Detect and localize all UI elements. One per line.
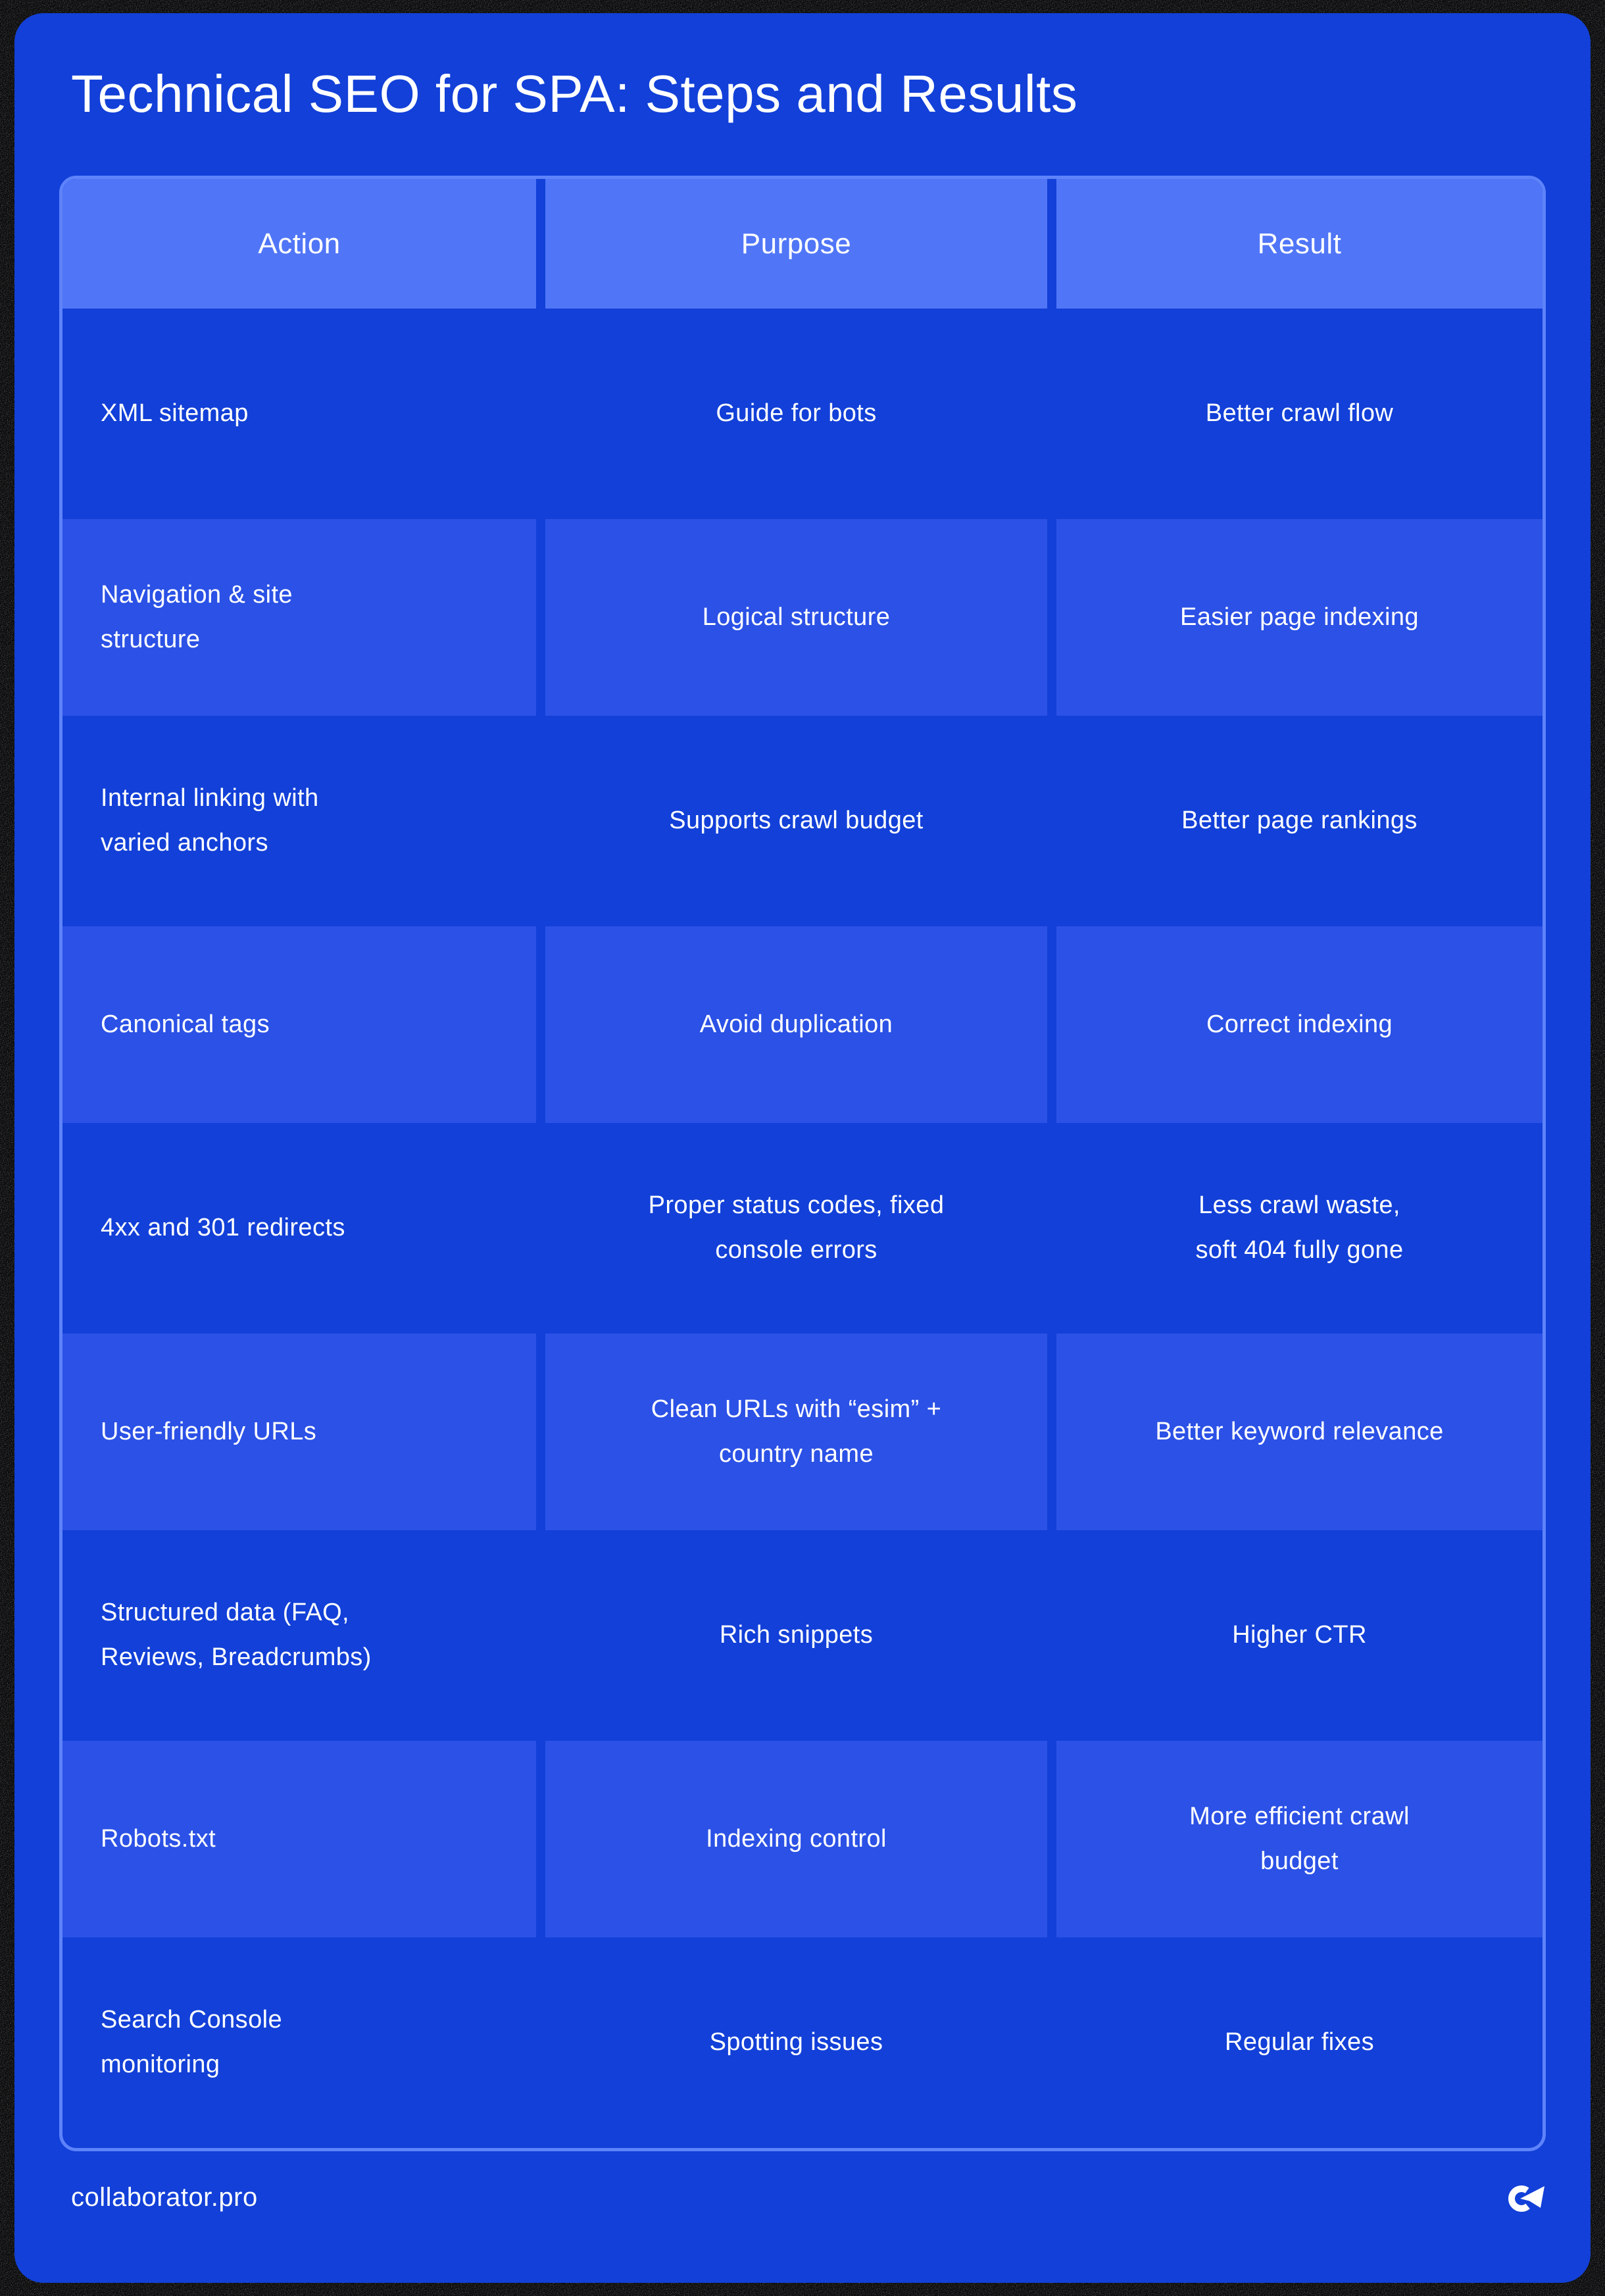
cell-action: XML sitemap [62, 309, 536, 519]
cell-result: Regular fixes [1056, 1937, 1543, 2148]
cell-action: User-friendly URLs [62, 1334, 536, 1530]
cell-text: Rich snippets [719, 1621, 874, 1649]
table-row: Internal linking with varied anchors Sup… [62, 716, 1543, 926]
cell-text: Avoid duplication [699, 1010, 893, 1038]
footer: collaborator.pro [71, 2182, 1546, 2213]
column-header-result: Result [1056, 179, 1543, 309]
cell-text: Clean URLs with “esim” + country name [651, 1395, 942, 1468]
cell-text: Indexing control [706, 1824, 887, 1853]
cell-purpose: Proper status codes, fixed console error… [545, 1123, 1047, 1334]
cell-result: Correct indexing [1056, 926, 1543, 1123]
cell-text: Search Console monitoring [101, 2006, 282, 2078]
table-header-row: Action Purpose Result [62, 179, 1543, 309]
cell-purpose: Guide for bots [545, 309, 1047, 519]
cell-text: Supports crawl budget [669, 807, 924, 835]
table-row: Robots.txt Indexing control More efficie… [62, 1741, 1543, 1937]
table-row: Navigation & site structure Logical stru… [62, 519, 1543, 716]
cell-action: Structured data (FAQ, Reviews, Breadcrum… [62, 1530, 536, 1741]
cell-result: Better crawl flow [1056, 309, 1543, 519]
cell-text: Canonical tags [101, 1010, 270, 1038]
collaborator-logo-icon [1508, 2185, 1544, 2212]
cell-purpose: Rich snippets [545, 1530, 1047, 1741]
table-row: Search Console monitoring Spotting issue… [62, 1937, 1543, 2148]
table-body: XML sitemap Guide for bots Better crawl … [62, 309, 1543, 2148]
cell-text: Better crawl flow [1205, 399, 1394, 428]
cell-purpose: Supports crawl budget [545, 716, 1047, 926]
cell-text: Less crawl waste, soft 404 fully gone [1195, 1191, 1404, 1264]
page-title: Technical SEO for SPA: Steps and Results [71, 64, 1078, 123]
cell-action: Search Console monitoring [62, 1937, 536, 2148]
footer-site-text: collaborator.pro [71, 2182, 258, 2212]
column-header-action: Action [62, 179, 536, 309]
cell-purpose: Avoid duplication [545, 926, 1047, 1123]
cell-text: Robots.txt [101, 1824, 216, 1853]
cell-purpose: Logical structure [545, 519, 1047, 716]
cell-action: 4xx and 301 redirects [62, 1123, 536, 1334]
cell-text: Navigation & site structure [101, 580, 293, 653]
cell-text: Correct indexing [1206, 1010, 1393, 1038]
cell-action: Robots.txt [62, 1741, 536, 1937]
cell-text: Better keyword relevance [1155, 1417, 1444, 1445]
cell-text: Higher CTR [1232, 1621, 1367, 1649]
cell-action: Canonical tags [62, 926, 536, 1123]
column-header-label: Purpose [741, 227, 852, 260]
cell-result: Better page rankings [1056, 716, 1543, 926]
table-row: User-friendly URLs Clean URLs with “esim… [62, 1334, 1543, 1530]
cell-text: Proper status codes, fixed console error… [648, 1191, 945, 1264]
cell-text: Better page rankings [1181, 807, 1418, 835]
table-row: XML sitemap Guide for bots Better crawl … [62, 309, 1543, 519]
infographic-card: Technical SEO for SPA: Steps and Results… [14, 13, 1591, 2283]
cell-purpose: Spotting issues [545, 1937, 1047, 2148]
cell-result: Easier page indexing [1056, 519, 1543, 716]
cell-text: 4xx and 301 redirects [101, 1214, 345, 1242]
cell-text: Guide for bots [716, 399, 877, 428]
cell-action: Internal linking with varied anchors [62, 716, 536, 926]
cell-text: More efficient crawl budget [1189, 1802, 1410, 1875]
cell-text: Easier page indexing [1180, 603, 1419, 631]
cell-purpose: Clean URLs with “esim” + country name [545, 1334, 1047, 1530]
table-row: Structured data (FAQ, Reviews, Breadcrum… [62, 1530, 1543, 1741]
cell-result: More efficient crawl budget [1056, 1741, 1543, 1937]
cell-text: Logical structure [702, 603, 891, 631]
cell-result: Better keyword relevance [1056, 1334, 1543, 1530]
cell-text: Internal linking with varied anchors [101, 784, 319, 857]
table-row: 4xx and 301 redirects Proper status code… [62, 1123, 1543, 1334]
cell-text: User-friendly URLs [101, 1417, 317, 1445]
cell-action: Navigation & site structure [62, 519, 536, 716]
column-header-label: Action [258, 227, 341, 260]
column-header-purpose: Purpose [545, 179, 1047, 309]
cell-purpose: Indexing control [545, 1741, 1047, 1937]
cell-result: Higher CTR [1056, 1530, 1543, 1741]
seo-steps-table: Action Purpose Result XML sitemap Guide … [59, 176, 1546, 2151]
cell-text: Regular fixes [1225, 2028, 1374, 2057]
cell-text: Spotting issues [709, 2028, 883, 2057]
cell-text: Structured data (FAQ, Reviews, Breadcrum… [101, 1599, 372, 1671]
column-header-label: Result [1257, 227, 1342, 260]
cell-result: Less crawl waste, soft 404 fully gone [1056, 1123, 1543, 1334]
cell-text: XML sitemap [101, 399, 249, 428]
table-row: Canonical tags Avoid duplication Correct… [62, 926, 1543, 1123]
